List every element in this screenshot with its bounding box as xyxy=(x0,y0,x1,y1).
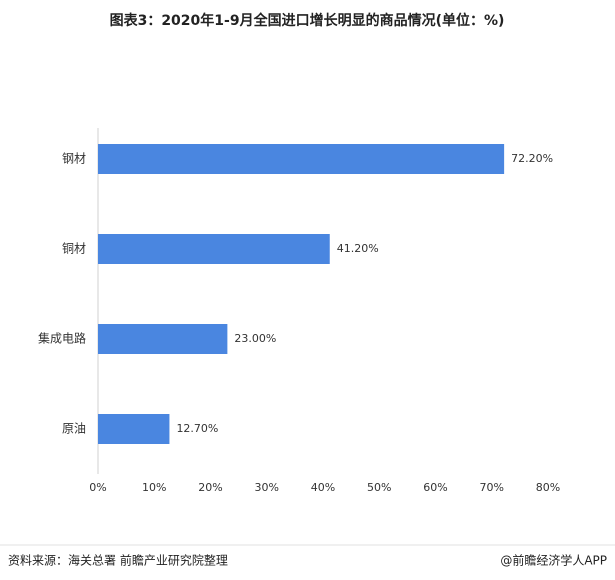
bar xyxy=(98,324,228,354)
chart-title: 图表3：2020年1-9月全国进口增长明显的商品情况(单位：%) xyxy=(110,12,505,29)
source: 资料来源：海关总署 前瞻产业研究院整理 xyxy=(8,553,228,568)
category-label: 钢材 xyxy=(62,152,86,166)
x-tick-label: 10% xyxy=(142,481,166,494)
x-tick-label: 30% xyxy=(255,481,279,494)
credit: @前瞻经济学人APP xyxy=(500,553,607,568)
x-tick-label: 80% xyxy=(536,481,560,494)
bar xyxy=(98,234,330,264)
value-label: 41.20% xyxy=(337,242,379,255)
bar xyxy=(98,414,170,444)
category-label: 集成电路 xyxy=(38,331,86,346)
x-tick-label: 40% xyxy=(311,481,335,494)
value-label: 23.00% xyxy=(234,332,276,345)
x-tick-label: 50% xyxy=(367,481,391,494)
bar xyxy=(98,144,505,174)
value-label: 12.70% xyxy=(176,422,218,435)
category-label: 原油 xyxy=(62,422,86,436)
x-tick-label: 60% xyxy=(423,481,447,494)
x-tick-label: 0% xyxy=(89,481,106,494)
value-label: 72.20% xyxy=(511,152,553,165)
x-tick-label: 70% xyxy=(480,481,504,494)
x-tick-label: 20% xyxy=(198,481,222,494)
category-label: 铜材 xyxy=(62,241,86,256)
